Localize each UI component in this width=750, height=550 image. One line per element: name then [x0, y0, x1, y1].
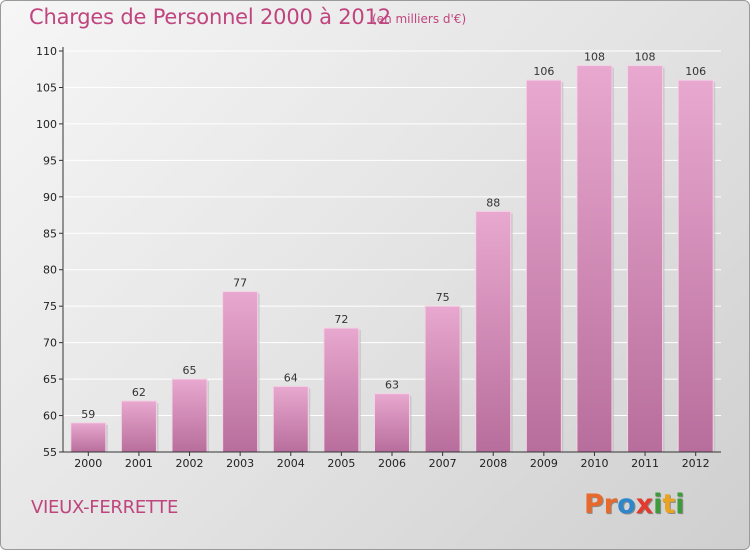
y-tick-label: 60 [43, 410, 57, 423]
x-tick-label: 2006 [378, 457, 406, 470]
x-tick-label: 2004 [277, 457, 305, 470]
bar [627, 65, 664, 453]
y-tick-label: 110 [36, 45, 57, 58]
bar [677, 79, 714, 453]
bar-value-label: 77 [233, 277, 247, 290]
chart-subtitle: (en milliers d'€) [372, 12, 467, 26]
bar [70, 422, 107, 453]
bar [475, 210, 512, 453]
y-tick-label: 55 [43, 446, 57, 459]
bar [171, 378, 208, 453]
bar [222, 291, 259, 453]
logo-letter: x [635, 489, 654, 520]
x-tick-label: 2012 [682, 457, 710, 470]
y-tick-label: 100 [36, 118, 57, 131]
bar-value-label: 88 [486, 196, 500, 209]
bar-value-label: 75 [436, 291, 450, 304]
x-tick-label: 2002 [176, 457, 204, 470]
y-tick-label: 80 [43, 264, 57, 277]
y-tick-label: 65 [43, 373, 57, 386]
x-tick-label: 2010 [580, 457, 608, 470]
logo-letter: i [653, 489, 663, 520]
bar [272, 385, 309, 453]
bar [374, 393, 410, 453]
bar-value-label: 108 [584, 51, 605, 64]
bar-value-label: 106 [533, 65, 554, 78]
bar-value-label: 59 [81, 408, 95, 421]
x-tick-label: 2001 [125, 457, 153, 470]
x-tick-label: 2007 [429, 457, 457, 470]
y-tick-label: 75 [43, 300, 57, 313]
bar-value-label: 63 [385, 379, 399, 392]
proxiti-logo[interactable]: Proxiti [584, 489, 685, 520]
commune-name: VIEUX-FERRETTE [31, 497, 179, 518]
x-tick-label: 2008 [479, 457, 507, 470]
logo-letter: t [662, 489, 676, 520]
logo-letter: i [675, 489, 685, 520]
logo-letter: P [584, 489, 604, 520]
chart-title: Charges de Personnel 2000 à 2012 [29, 5, 391, 29]
bar [525, 79, 562, 453]
x-tick-label: 2003 [226, 457, 254, 470]
logo-letter: r [603, 489, 618, 520]
y-tick-label: 70 [43, 337, 57, 350]
bar [576, 65, 613, 453]
bar-value-label: 62 [132, 386, 146, 399]
logo-letter: o [617, 489, 636, 520]
y-tick-label: 85 [43, 227, 57, 240]
x-tick-label: 2009 [530, 457, 558, 470]
y-tick-label: 105 [36, 81, 57, 94]
bar [120, 400, 157, 453]
bar [323, 327, 360, 453]
bar-value-label: 108 [635, 51, 656, 64]
x-tick-label: 2000 [74, 457, 102, 470]
bar [424, 305, 461, 453]
y-tick-label: 90 [43, 191, 57, 204]
y-tick-label: 95 [43, 154, 57, 167]
x-tick-label: 2011 [631, 457, 659, 470]
bar-value-label: 106 [685, 65, 706, 78]
x-tick-label: 2005 [327, 457, 355, 470]
bar-value-label: 72 [334, 313, 348, 326]
bar-value-label: 64 [284, 371, 298, 384]
bar-value-label: 65 [183, 364, 197, 377]
